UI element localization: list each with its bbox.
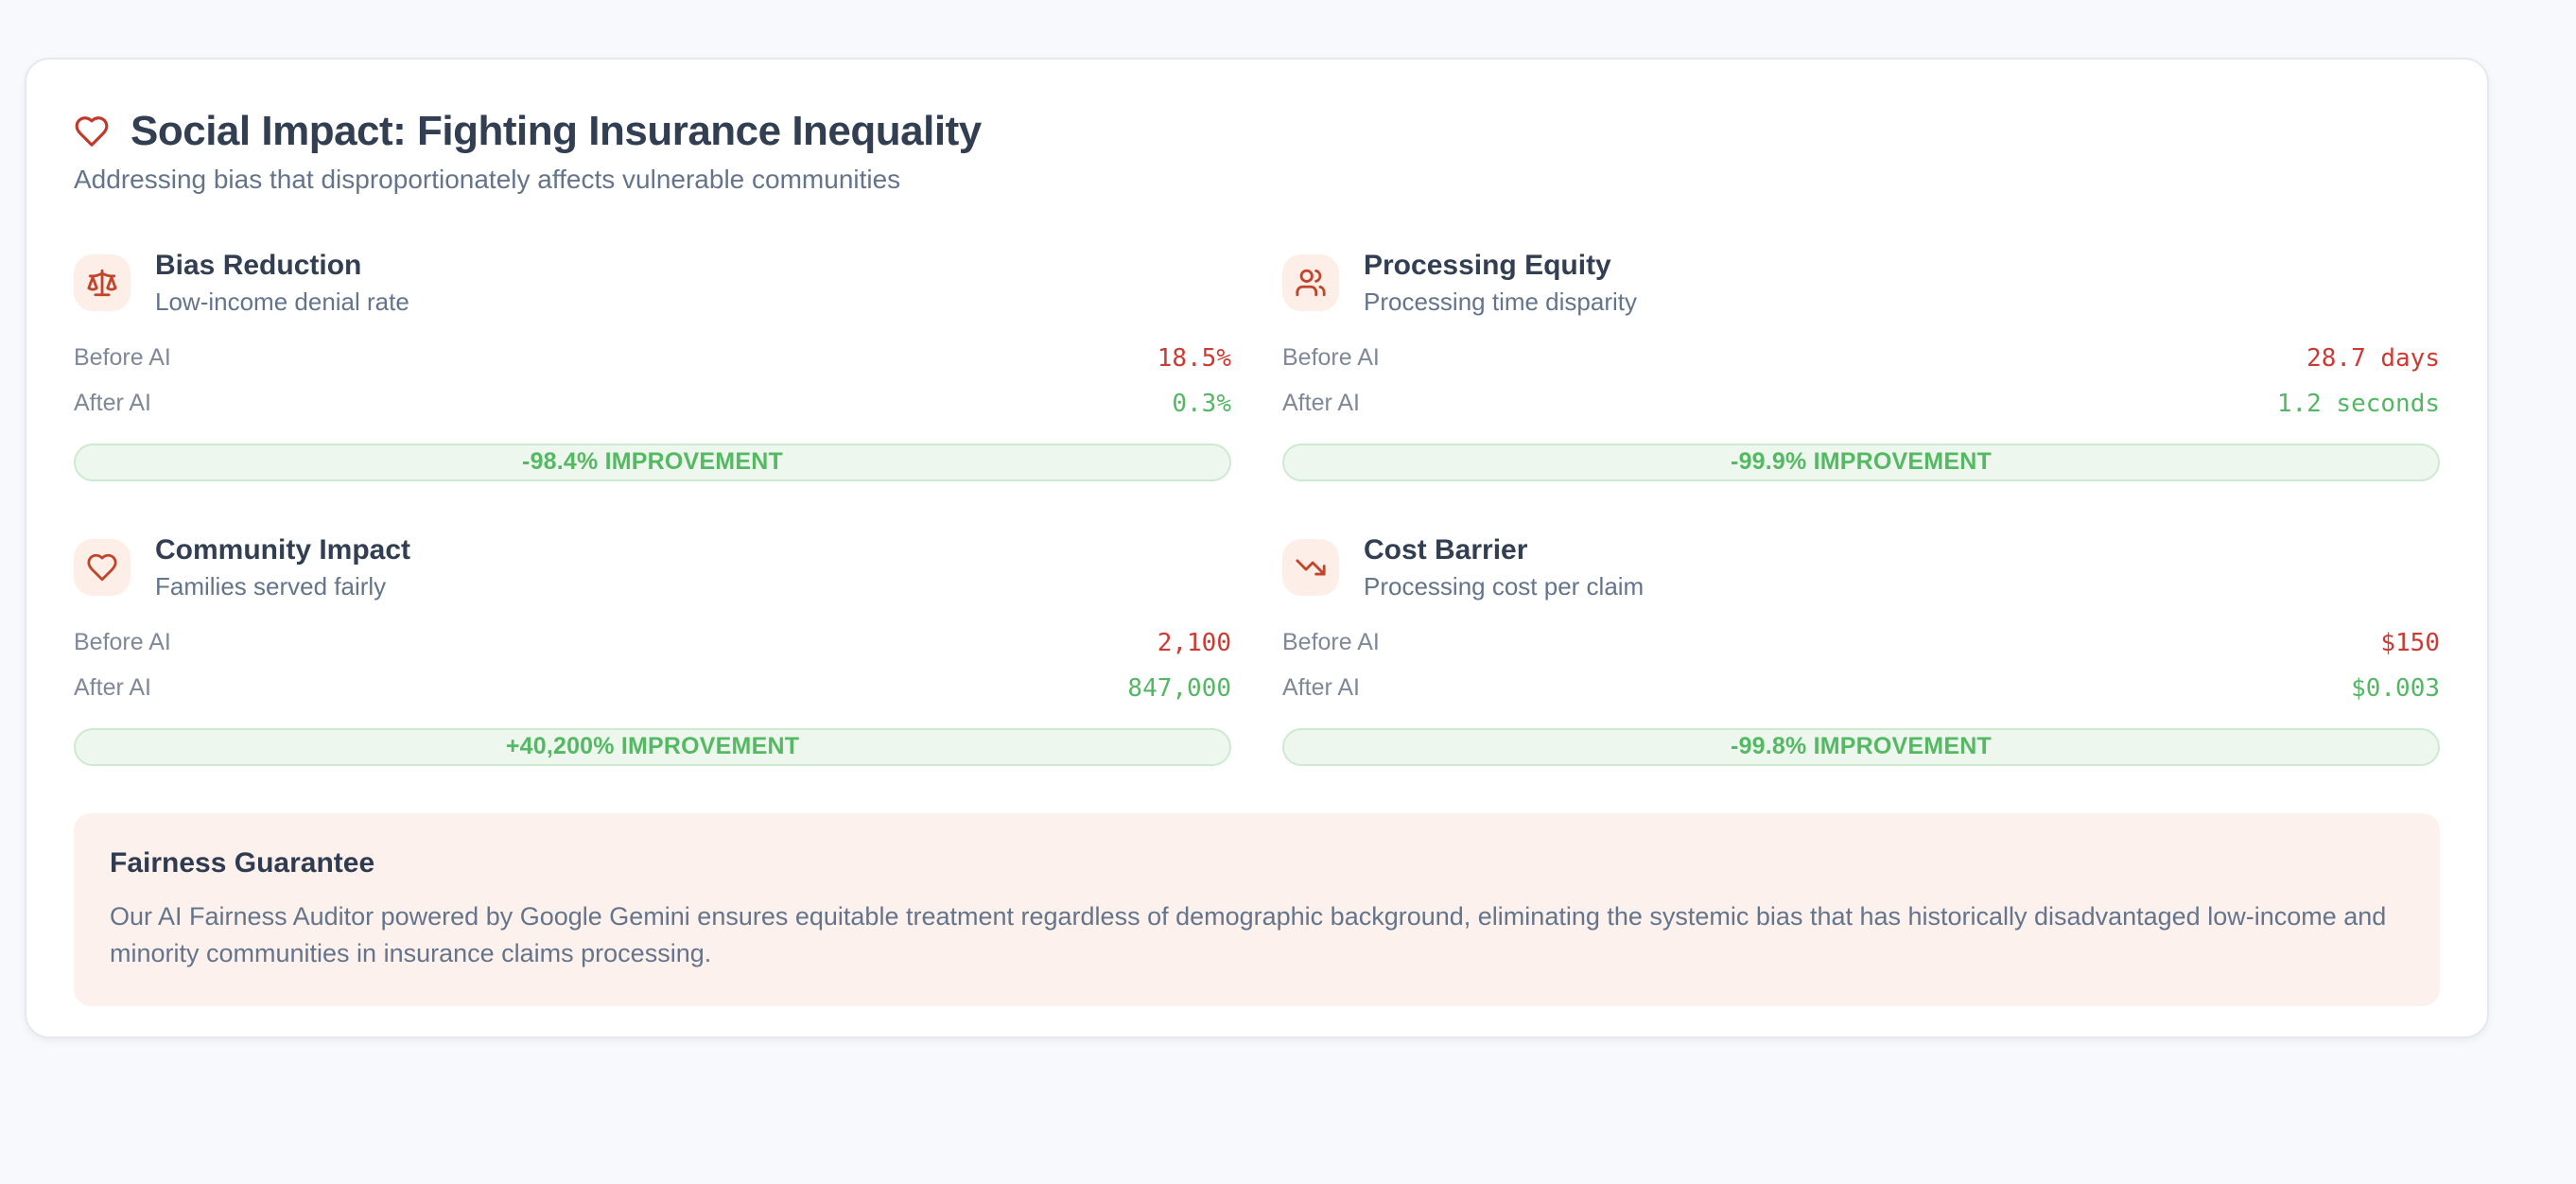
page-title: Social Impact: Fighting Insurance Inequa… <box>131 108 982 154</box>
improvement-badge: -99.8% IMPROVEMENT <box>1282 727 2440 766</box>
fairness-title: Fairness Guarantee <box>110 846 375 879</box>
metric-head-text: Processing Equity Processing time dispar… <box>1364 250 1637 317</box>
metric-rows: Before AI 18.5% After AI 0.3% <box>74 336 1231 427</box>
metrics-grid: Bias Reduction Low-income denial rate Be… <box>74 250 2440 766</box>
fairness-body: Our AI Fairness Auditor powered by Googl… <box>110 901 2387 967</box>
after-ai-label: After AI <box>74 674 151 702</box>
before-ai-label: Before AI <box>74 629 171 656</box>
metric-title: Processing Equity <box>1364 249 1611 281</box>
metric-rows: Before AI 28.7 days After AI 1.2 seconds <box>1282 336 2440 427</box>
after-ai-row: After AI 0.3% <box>74 381 1231 427</box>
after-ai-value: 1.2 seconds <box>2276 389 2440 418</box>
after-ai-label: After AI <box>1282 390 1360 417</box>
after-ai-value: $0.003 <box>2351 673 2440 703</box>
metric-head-text: Community Impact Families served fairly <box>155 534 410 601</box>
metric-card-community-impact: Community Impact Families served fairly … <box>74 534 1231 766</box>
metric-title: Bias Reduction <box>155 249 362 281</box>
improvement-badge: -99.9% IMPROVEMENT <box>1282 443 2440 481</box>
metric-head: Bias Reduction Low-income denial rate <box>74 250 1231 317</box>
before-ai-value: $150 <box>2380 628 2440 657</box>
improvement-badge: +40,200% IMPROVEMENT <box>74 727 1231 766</box>
before-ai-row: Before AI 2,100 <box>74 620 1231 666</box>
heart-icon <box>74 113 110 149</box>
metric-head: Community Impact Families served fairly <box>74 534 1231 601</box>
metric-head: Cost Barrier Processing cost per claim <box>1282 534 2440 601</box>
after-ai-value: 0.3% <box>1172 389 1231 418</box>
after-ai-row: After AI 847,000 <box>74 666 1231 711</box>
after-ai-label: After AI <box>1282 674 1360 702</box>
panel-header: Social Impact: Fighting Insurance Inequa… <box>74 107 2440 157</box>
metric-head-text: Bias Reduction Low-income denial rate <box>155 250 409 317</box>
metric-rows: Before AI $150 After AI $0.003 <box>1282 620 2440 711</box>
before-ai-row: Before AI 18.5% <box>74 336 1231 381</box>
page-subtitle: Addressing bias that disproportionately … <box>74 164 901 194</box>
trending-down-icon <box>1282 539 1339 597</box>
after-ai-row: After AI 1.2 seconds <box>1282 381 2440 427</box>
social-impact-panel: Social Impact: Fighting Insurance Inequa… <box>25 58 2489 1038</box>
before-ai-label: Before AI <box>1282 344 1380 372</box>
before-ai-value: 18.5% <box>1157 343 1231 373</box>
scale-icon <box>74 254 131 312</box>
before-ai-label: Before AI <box>1282 629 1380 656</box>
improvement-badge: -98.4% IMPROVEMENT <box>74 443 1231 481</box>
before-ai-label: Before AI <box>74 344 171 372</box>
metric-subtitle: Low-income denial rate <box>155 287 409 316</box>
metric-card-cost-barrier: Cost Barrier Processing cost per claim B… <box>1282 534 2440 766</box>
metric-subtitle: Families served fairly <box>155 571 387 601</box>
metric-subtitle: Processing cost per claim <box>1364 571 1645 601</box>
users-icon <box>1282 254 1339 312</box>
metric-title: Community Impact <box>155 533 411 566</box>
metric-rows: Before AI 2,100 After AI 847,000 <box>74 620 1231 711</box>
after-ai-label: After AI <box>74 390 151 417</box>
before-ai-row: Before AI $150 <box>1282 620 2440 666</box>
after-ai-value: 847,000 <box>1127 673 1231 703</box>
before-ai-row: Before AI 28.7 days <box>1282 336 2440 381</box>
after-ai-row: After AI $0.003 <box>1282 666 2440 711</box>
metric-card-processing-equity: Processing Equity Processing time dispar… <box>1282 250 2440 481</box>
metric-subtitle: Processing time disparity <box>1364 287 1637 316</box>
metric-card-bias-reduction: Bias Reduction Low-income denial rate Be… <box>74 250 1231 481</box>
metric-head: Processing Equity Processing time dispar… <box>1282 250 2440 317</box>
before-ai-value: 28.7 days <box>2306 343 2440 373</box>
heart-icon <box>74 539 131 597</box>
before-ai-value: 2,100 <box>1157 628 1231 657</box>
metric-title: Cost Barrier <box>1364 533 1528 566</box>
fairness-guarantee-box: Fairness Guarantee Our AI Fairness Audit… <box>74 812 2440 1006</box>
metric-head-text: Cost Barrier Processing cost per claim <box>1364 534 1644 601</box>
